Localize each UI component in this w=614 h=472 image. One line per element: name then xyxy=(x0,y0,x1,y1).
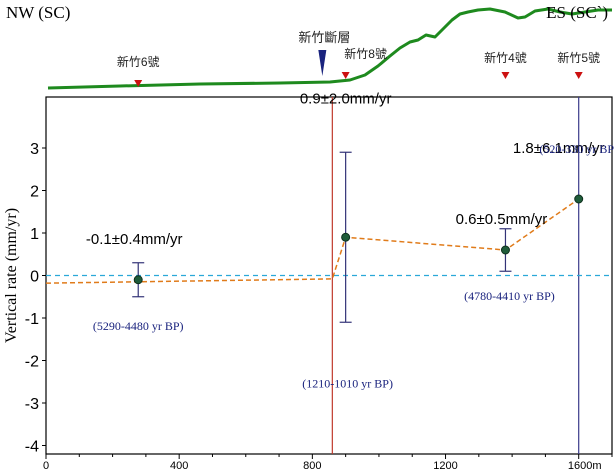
rate-label: 1.8±6.1mm/yr xyxy=(513,140,605,157)
y-tick-label: -4 xyxy=(25,439,39,456)
y-tick-label: 0 xyxy=(30,269,39,286)
y-tick-label: -3 xyxy=(25,396,39,413)
y-tick-label: -1 xyxy=(25,311,39,328)
rate-label: -0.1±0.4mm/yr xyxy=(86,231,183,248)
x-tick-label: 1600m xyxy=(568,460,602,472)
profile-right-label: ES (SC`) xyxy=(546,3,608,22)
age-label: (5290-4480 yr BP) xyxy=(93,319,184,333)
vertical-rate-chart: -4 -3 -2 -1 0 1 2 3 Vertical rate (mm/yr) 0 400 800… xyxy=(3,90,614,472)
well-label: 新竹5號 xyxy=(557,50,600,65)
x-tick-label: 1200 xyxy=(433,460,457,472)
y-tick-label: 1 xyxy=(30,226,39,243)
well-label: 新竹8號 xyxy=(344,46,387,61)
x-tick-label: 0 xyxy=(43,460,49,472)
profile-line xyxy=(47,7,612,90)
data-point xyxy=(500,245,510,255)
y-tick-label: 2 xyxy=(30,184,39,201)
data-point xyxy=(574,194,584,204)
well-label: 新竹4號 xyxy=(484,50,527,65)
y-tick-label: -2 xyxy=(25,354,39,371)
y-tick-label: 3 xyxy=(30,141,39,158)
age-label: (1210-1010 yr BP) xyxy=(302,376,393,390)
data-point xyxy=(341,232,351,242)
age-label: (520-330 yr BP) xyxy=(539,142,614,156)
data-point xyxy=(133,275,143,285)
well-marker xyxy=(134,80,143,87)
well-marker xyxy=(501,72,510,79)
profile-left-label: NW (SC) xyxy=(6,3,70,22)
x-tick-label: 800 xyxy=(303,460,321,472)
age-label: (4780-4410 yr BP) xyxy=(464,289,555,303)
fault-marker xyxy=(318,50,327,76)
well-marker xyxy=(574,72,583,79)
y-axis-label: Vertical rate (mm/yr) xyxy=(3,208,20,343)
well-marker xyxy=(341,72,350,79)
well-label: 新竹6號 xyxy=(117,54,160,69)
rate-label: 0.6±0.5mm/yr xyxy=(456,211,548,228)
rate-label: 0.9±2.0mm/yr xyxy=(300,90,392,107)
x-tick-label: 400 xyxy=(170,460,188,472)
fault-label: 新竹斷層 xyxy=(298,30,350,45)
